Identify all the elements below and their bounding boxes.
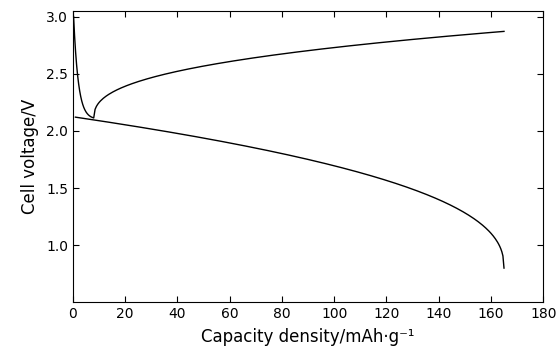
X-axis label: Capacity density/mAh·g⁻¹: Capacity density/mAh·g⁻¹ <box>201 328 415 346</box>
Y-axis label: Cell voltage/V: Cell voltage/V <box>21 99 39 214</box>
